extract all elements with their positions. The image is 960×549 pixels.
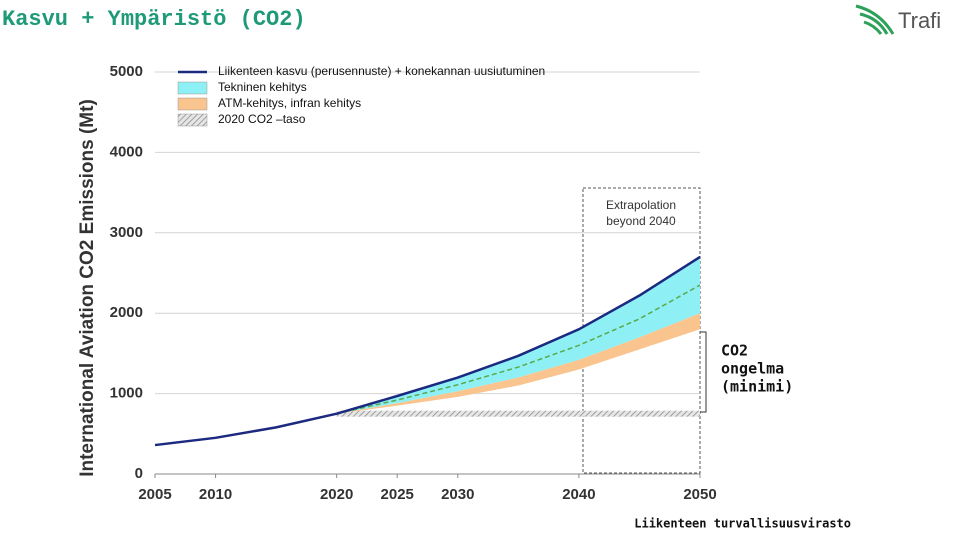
x-tick-label: 2050: [683, 486, 716, 503]
annotation: (minimi): [721, 378, 793, 396]
legend-swatch: [177, 113, 208, 127]
logo: Trafi: [855, 4, 941, 35]
legend-label: Liikenteen kasvu (perusennuste) + koneka…: [218, 64, 545, 78]
band: [336, 256, 700, 414]
x-tick-label: 2020: [320, 486, 353, 503]
bracket: [700, 331, 707, 413]
logo-text: Trafi: [898, 8, 941, 33]
x-tick-label: 2025: [381, 486, 414, 503]
annotation: ongelma: [721, 360, 784, 378]
legend-label: Tekninen kehitys: [218, 80, 307, 94]
line: [336, 284, 701, 415]
x-tick-label: 2005: [138, 486, 171, 503]
annotation: CO2: [721, 342, 748, 360]
x-tick-label: 2030: [441, 486, 474, 503]
y-tick-label: 4000: [110, 143, 143, 160]
y-tick-label: 5000: [110, 63, 143, 80]
y-axis-label: International Aviation CO2 Emissions (Mt…: [77, 99, 98, 477]
footer: Liikenteen turvallisuusvirasto: [634, 517, 851, 531]
legend-swatch: [177, 81, 208, 95]
y-tick-label: 3000: [110, 224, 143, 241]
slide-title: Kasvu + Ympäristö (CO2): [2, 7, 306, 32]
y-tick-label: 1000: [110, 385, 143, 402]
annotation: Extrapolation: [606, 198, 676, 212]
y-tick-label: 0: [135, 465, 143, 482]
y-tick-label: 2000: [110, 304, 143, 321]
line: [154, 255, 701, 447]
x-tick-label: 2010: [199, 486, 232, 503]
hatch-band: [336, 410, 700, 417]
annotation: beyond 2040: [606, 214, 676, 228]
legend-swatch: [177, 97, 208, 111]
x-tick-label: 2040: [562, 486, 595, 503]
legend-label: 2020 CO2 –taso: [218, 112, 306, 126]
legend-label: ATM-kehitys, infran kehitys: [218, 96, 361, 110]
